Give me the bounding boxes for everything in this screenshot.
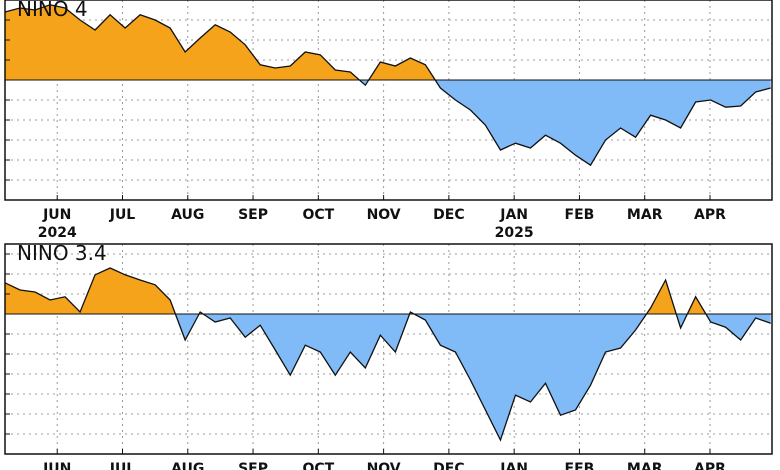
- x-tick-label: NOV: [367, 461, 401, 470]
- x-tick-label: SEP: [238, 207, 268, 223]
- x-tick-label: SEP: [238, 461, 268, 470]
- x-tick-label: FEB: [565, 207, 595, 223]
- x-tick-label: APR: [694, 461, 726, 470]
- x-tick-label: JUL: [109, 207, 136, 223]
- x-tick-label: DEC: [433, 207, 464, 223]
- x-tick-label: JUN: [42, 461, 71, 470]
- x-tick-label: JUL: [109, 461, 136, 470]
- x-tick-label: OCT: [302, 207, 334, 223]
- x-tick-label: NOV: [367, 207, 401, 223]
- x-tick-label: OCT: [302, 461, 334, 470]
- x-tick-label: MAR: [627, 461, 663, 470]
- panel-title: NINO 3.4: [17, 241, 107, 265]
- plot-frame: [4, 243, 773, 455]
- x-tick-label: MAR: [627, 207, 663, 223]
- x-tick-label: APR: [694, 207, 726, 223]
- x-tick-label: JAN: [499, 461, 528, 470]
- x-tick-label: DEC: [433, 461, 464, 470]
- panel-title: NINO 4: [17, 0, 88, 21]
- x-tick-label: JAN: [499, 207, 528, 223]
- x-tick-label: AUG: [171, 207, 204, 223]
- anomaly-line: [4, 4, 771, 167]
- x-tick-label: FEB: [565, 461, 595, 470]
- negative-area: [5, 80, 771, 166]
- positive-area: [5, 4, 771, 80]
- negative-area: [5, 314, 771, 440]
- x-tick-label: JUN: [42, 207, 71, 223]
- year-label: 2025: [495, 225, 534, 241]
- anomaly-line: [4, 267, 771, 442]
- year-label: 2024: [38, 225, 77, 241]
- x-tick-label: AUG: [171, 461, 204, 470]
